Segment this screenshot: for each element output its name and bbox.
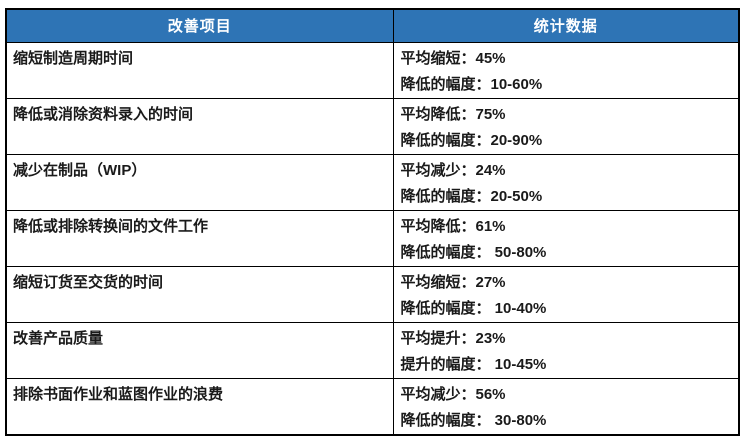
table-row: 减少在制品（WIP） 平均减少：24% 降低的幅度：20-50% xyxy=(5,153,740,211)
statistics-cell: 平均减少：56% 降低的幅度： 30-80% xyxy=(392,377,740,435)
stat-line-range: 降低的幅度： 10-40% xyxy=(400,299,547,317)
stat-line-range: 降低的幅度：10-60% xyxy=(400,75,543,93)
statistics-cell: 平均缩短：45% 降低的幅度：10-60% xyxy=(392,41,740,99)
stat-line-range: 降低的幅度： 30-80% xyxy=(400,411,547,429)
stat-line-average: 平均提升：23% xyxy=(400,329,506,347)
stat-line-range: 提升的幅度： 10-45% xyxy=(400,355,547,373)
table-row: 降低或排除转换间的文件工作 平均降低：61% 降低的幅度： 50-80% xyxy=(5,209,740,267)
statistics-cell: 平均降低：75% 降低的幅度：20-90% xyxy=(392,97,740,155)
statistics-cell: 平均提升：23% 提升的幅度： 10-45% xyxy=(392,321,740,379)
improvement-item-cell: 降低或消除资料录入的时间 xyxy=(5,97,394,155)
statistics-cell: 平均降低：61% 降低的幅度： 50-80% xyxy=(392,209,740,267)
stat-line-range: 降低的幅度：20-50% xyxy=(400,187,543,205)
stat-line-average: 平均减少：56% xyxy=(400,385,506,403)
statistics-cell: 平均缩短：27% 降低的幅度： 10-40% xyxy=(392,265,740,323)
improvement-item-cell: 改善产品质量 xyxy=(5,321,394,379)
table-row: 缩短订货至交货的时间 平均缩短：27% 降低的幅度： 10-40% xyxy=(5,265,740,323)
table-row: 缩短制造周期时间 平均缩短：45% 降低的幅度：10-60% xyxy=(5,41,740,99)
stat-line-range: 降低的幅度：20-90% xyxy=(400,131,543,149)
column-header-improvement-item: 改善项目 xyxy=(5,8,394,43)
improvement-item-cell: 减少在制品（WIP） xyxy=(5,153,394,211)
improvement-item-cell: 缩短制造周期时间 xyxy=(5,41,394,99)
improvement-item-cell: 缩短订货至交货的时间 xyxy=(5,265,394,323)
column-header-statistics: 统计数据 xyxy=(392,8,740,43)
improvement-statistics-table: 改善项目 统计数据 缩短制造周期时间 平均缩短：45% 降低的幅度：10-60%… xyxy=(5,8,740,436)
table-row: 降低或消除资料录入的时间 平均降低：75% 降低的幅度：20-90% xyxy=(5,97,740,155)
stat-line-average: 平均降低：75% xyxy=(400,105,506,123)
improvement-item-cell: 排除书面作业和蓝图作业的浪费 xyxy=(5,377,394,435)
stat-line-average: 平均缩短：45% xyxy=(400,49,506,67)
stat-line-average: 平均缩短：27% xyxy=(400,273,506,291)
statistics-cell: 平均减少：24% 降低的幅度：20-50% xyxy=(392,153,740,211)
table-header-row: 改善项目 统计数据 xyxy=(5,8,740,43)
table-row: 改善产品质量 平均提升：23% 提升的幅度： 10-45% xyxy=(5,321,740,379)
stat-line-range: 降低的幅度： 50-80% xyxy=(400,243,547,261)
table-row: 排除书面作业和蓝图作业的浪费 平均减少：56% 降低的幅度： 30-80% xyxy=(5,377,740,435)
stat-line-average: 平均减少：24% xyxy=(400,161,506,179)
improvement-item-cell: 降低或排除转换间的文件工作 xyxy=(5,209,394,267)
stat-line-average: 平均降低：61% xyxy=(400,217,506,235)
